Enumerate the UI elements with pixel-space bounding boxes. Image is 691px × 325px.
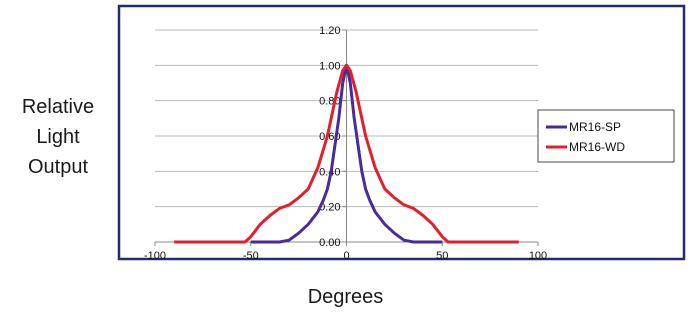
x-tick-label-2: 0 (343, 250, 349, 262)
legend-label-mr16-sp: MR16-SP (569, 120, 621, 134)
y-axis-label: Relative Light Output (0, 92, 116, 182)
tick-labels: -100 -50 0 50 1000.000.200.400.600.801.001.2… (144, 25, 547, 262)
x-tick-label-1: -50 (243, 250, 259, 262)
y-tick-label-0: 0.00 (319, 237, 340, 249)
x-tick-label-3: 50 (436, 250, 448, 262)
legend-label-mr16-wd: MR16-WD (569, 140, 625, 154)
y-tick-label-5: 1.00 (319, 60, 340, 72)
y-axis-label-line-2: Light (36, 126, 80, 148)
legend: MR16-SP MR16-WD (537, 109, 675, 163)
legend-box (537, 109, 675, 163)
x-tick-label-4: 100 (529, 250, 547, 262)
y-tick-label-6: 1.20 (319, 25, 340, 37)
y-axis-label-line-3: Output (27, 156, 89, 178)
x-axis-label: Degrees (307, 286, 384, 308)
y-axis-label-line-1: Relative (21, 96, 95, 118)
y-tick-label-1: 0.20 (319, 202, 340, 214)
x-tick-label-0: -100 (144, 250, 166, 262)
y-tick-label-4: 0.80 (319, 96, 340, 108)
series-lines (174, 63, 519, 244)
series-line-mr16-wd (174, 63, 519, 244)
